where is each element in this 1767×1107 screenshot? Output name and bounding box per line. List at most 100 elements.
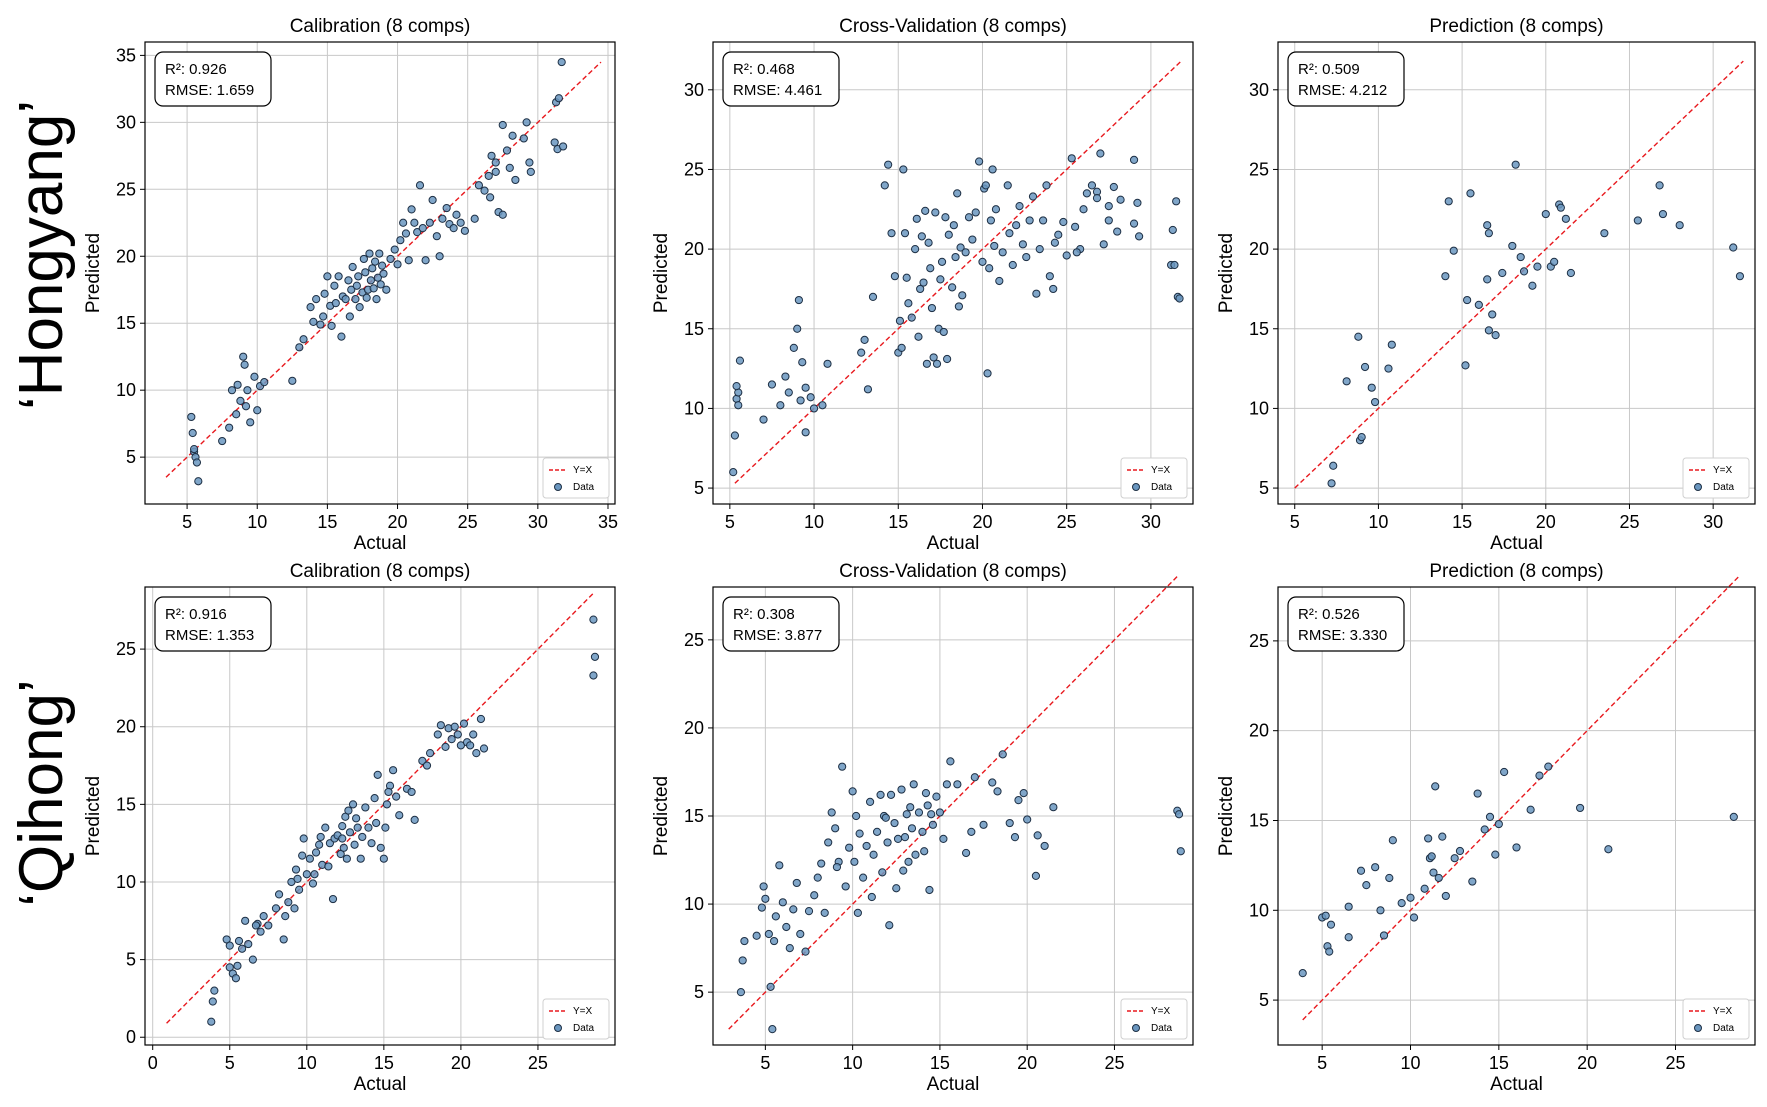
panel-1-data-point xyxy=(243,386,252,395)
panel-5-data-point xyxy=(886,790,896,799)
panel-1-data-point xyxy=(373,273,382,282)
panel-2-data-point xyxy=(781,372,790,381)
panel-1-data-point xyxy=(401,229,411,238)
panel-5-data-point xyxy=(824,838,833,847)
panel-5-data-point xyxy=(893,834,903,844)
panel-1-data-point xyxy=(460,226,469,235)
panel-1-data-point xyxy=(299,335,308,344)
panel-6-data-point xyxy=(1450,854,1459,863)
panel-1-data-point xyxy=(456,218,465,227)
panel-2-data-point xyxy=(801,428,810,437)
panels: 5 10 15 20 25 30 35 5 10 15 20 25 30 35 Calibration (8… xyxy=(83,16,1756,1095)
panel-4-data-point xyxy=(361,803,370,812)
panel-2-data-point xyxy=(1035,245,1044,254)
panel-1-legend-point-label: Data xyxy=(573,482,595,493)
panel-2-x-tick-label: 20 xyxy=(972,512,992,532)
panel-6-r2-label: R²: 0.526 xyxy=(1298,606,1360,623)
panel-4-data-point xyxy=(450,722,459,731)
panel-3-data-point xyxy=(1541,209,1550,219)
panel-1-data-point xyxy=(396,236,405,245)
panel-5-data-point xyxy=(885,921,894,930)
panel-3-data-point xyxy=(1466,189,1475,198)
panel-3-data-point xyxy=(1491,331,1500,340)
panel-5-data-point xyxy=(789,905,798,914)
panel-2-x-tick-label: 10 xyxy=(804,512,824,532)
panel-6-frame xyxy=(1277,586,1756,1046)
panel-4-data-point xyxy=(348,800,358,809)
panel-5-data-point xyxy=(925,885,934,895)
panel-6-legend-point-swatch xyxy=(1694,1024,1702,1032)
panel-1-x-tick-label: 5 xyxy=(182,512,192,532)
panel-5-data-point xyxy=(1174,810,1184,819)
panel-4-data-point xyxy=(459,719,469,728)
panel-4-data-point xyxy=(237,944,247,953)
panel-2-data-point xyxy=(919,278,928,287)
panel-1-data-point xyxy=(378,261,387,270)
panel-4-data-point xyxy=(356,854,365,863)
panel-2-data-point xyxy=(789,343,798,352)
panel-2-data-point xyxy=(916,284,925,294)
panel-4-data-point xyxy=(388,766,398,775)
panel-4-data-point xyxy=(425,749,435,758)
panel-1-data-point xyxy=(344,276,353,285)
panel-5-data-point xyxy=(988,778,997,787)
panel-5-data-point xyxy=(909,780,918,789)
panel-5-data-point xyxy=(906,803,915,812)
panel-1-data-point xyxy=(368,264,377,273)
panel-1-data-point xyxy=(376,280,385,289)
panel-2-data-point xyxy=(1104,201,1113,211)
panel-4-data-point xyxy=(233,961,242,970)
panel-6-y-tick-label: 20 xyxy=(1249,721,1269,741)
panel-1-data-point xyxy=(415,181,425,190)
panel-2-stats-box xyxy=(722,51,840,107)
panel-5-data-point xyxy=(1010,833,1020,842)
panel-1-data-point xyxy=(421,256,430,265)
panel-1-data-point xyxy=(442,203,451,213)
panel-2-data-point xyxy=(1049,284,1058,294)
panel-4-data-point xyxy=(248,955,257,964)
panel-5-r2-label: R²: 0.308 xyxy=(733,606,795,623)
panel-4-data-point xyxy=(589,615,598,624)
panel-2-data-point xyxy=(897,343,906,352)
panel-2-data-point xyxy=(958,291,967,300)
panel-1-data-point xyxy=(370,257,380,266)
panel-1-data-point xyxy=(331,299,340,308)
panel-1-data-point xyxy=(498,210,507,219)
panel-4-data-point xyxy=(321,823,330,832)
panel-6-data-point xyxy=(1427,852,1436,861)
panel-5-data-point xyxy=(804,907,814,916)
panel-4-data-point xyxy=(274,890,284,899)
panel-6-data-point xyxy=(1379,931,1389,940)
panel-6-data-point xyxy=(1535,771,1544,780)
panel-6-y-tick-label: 25 xyxy=(1249,631,1269,651)
panel-3-x-tick-label: 10 xyxy=(1368,512,1388,532)
panel-5-data-point xyxy=(832,862,842,872)
panel-2-data-point xyxy=(975,157,984,166)
panel-4-data-point xyxy=(293,874,302,883)
panel-1-x-tick-label: 25 xyxy=(458,512,478,532)
panel-5-data-point xyxy=(865,797,875,807)
panel-2-data-point xyxy=(971,208,980,217)
panel-1-data-point xyxy=(558,142,568,151)
panel-6-y-axis-label: Predicted xyxy=(1216,776,1237,856)
panel-6-data-point xyxy=(1473,789,1482,798)
panel-5-legend-point-label: Data xyxy=(1151,1023,1173,1034)
panel-2-y-axis-label: Predicted xyxy=(651,233,672,313)
panel-2-data-point xyxy=(1028,192,1038,201)
panel-4-data-point xyxy=(589,671,598,680)
panel-2-y-tick-label: 25 xyxy=(684,159,704,179)
panel-2-rmse-label: RMSE: 4.461 xyxy=(733,82,822,99)
panel-2-x-tick-label: 5 xyxy=(725,512,735,532)
panel-3-frame xyxy=(1277,41,1756,505)
panel-2-data-point xyxy=(1015,201,1024,211)
panel-5-data-point xyxy=(761,894,770,903)
panel-5-data-point xyxy=(869,850,878,859)
panel-3-legend-point-label: Data xyxy=(1713,482,1735,493)
panel-6-data-point xyxy=(1500,767,1509,777)
panel-5-data-point xyxy=(841,882,850,891)
panel-2-title: Cross-Validation (8 comps) xyxy=(839,16,1067,37)
panel-6-data-point xyxy=(1526,805,1535,814)
panel-5-data-point xyxy=(782,922,791,932)
panel-4-data-point xyxy=(251,921,261,930)
